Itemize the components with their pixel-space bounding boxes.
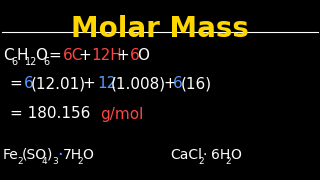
Text: 4: 4 <box>42 156 48 165</box>
Text: (16): (16) <box>181 76 212 91</box>
Text: =: = <box>49 48 67 62</box>
Text: ): ) <box>47 148 52 162</box>
Text: 2: 2 <box>198 156 204 165</box>
Text: 12H: 12H <box>91 48 122 62</box>
Text: 2: 2 <box>225 156 231 165</box>
Text: 6H: 6H <box>211 148 230 162</box>
Text: 6: 6 <box>43 57 49 67</box>
Text: Molar Mass: Molar Mass <box>71 15 249 43</box>
Text: 12: 12 <box>25 57 37 67</box>
Text: = 180.156: = 180.156 <box>10 107 95 122</box>
Text: 6C: 6C <box>63 48 84 62</box>
Text: Fe: Fe <box>3 148 19 162</box>
Text: +: + <box>79 48 97 62</box>
Text: (1.008): (1.008) <box>111 76 166 91</box>
Text: 6: 6 <box>130 48 140 62</box>
Text: C: C <box>3 48 14 62</box>
Text: 12: 12 <box>97 76 116 91</box>
Text: O: O <box>35 48 47 62</box>
Text: (12.01): (12.01) <box>31 76 86 91</box>
Text: ·: · <box>57 146 63 164</box>
Text: 6: 6 <box>11 57 17 67</box>
Text: 3: 3 <box>52 156 58 165</box>
Text: +: + <box>163 76 176 91</box>
Text: 6: 6 <box>173 76 183 91</box>
Text: =: = <box>10 76 28 91</box>
Text: (SO: (SO <box>22 148 47 162</box>
Text: O: O <box>82 148 93 162</box>
Text: O: O <box>230 148 241 162</box>
Text: 2: 2 <box>17 156 23 165</box>
Text: 6: 6 <box>24 76 34 91</box>
Text: +: + <box>83 76 100 91</box>
Text: 2: 2 <box>77 156 83 165</box>
Text: O: O <box>137 48 149 62</box>
Text: g/mol: g/mol <box>100 107 143 122</box>
Text: CaCl: CaCl <box>170 148 202 162</box>
Text: +: + <box>117 48 135 62</box>
Text: 7H: 7H <box>63 148 82 162</box>
Text: ·: · <box>203 148 207 162</box>
Text: H: H <box>17 48 28 62</box>
